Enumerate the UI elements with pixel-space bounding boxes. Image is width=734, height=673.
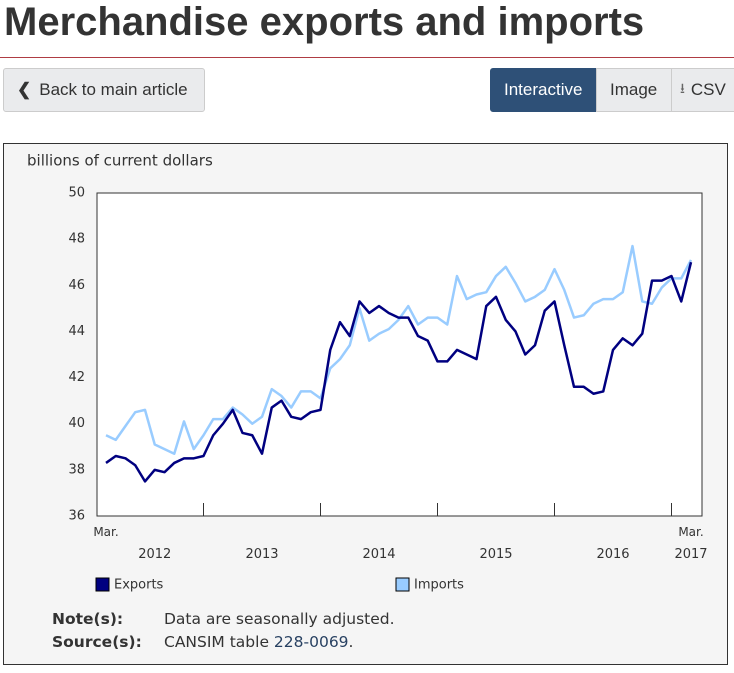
x-year-label: 2014 [362,547,395,562]
x-year-label: 2017 [674,547,707,562]
y-tick-label: 46 [68,278,85,293]
note-text: Data are seasonally adjusted. [164,610,395,628]
page-title: Merchandise exports and imports [4,0,645,44]
tab-label: Interactive [504,80,583,99]
view-tab[interactable]: Image [596,68,672,112]
legend-swatch [395,577,410,592]
y-tick-label: 36 [68,509,85,524]
y-tick-label: 38 [68,462,85,477]
tab-label: CSV [690,80,726,99]
back-label: Back to main article [39,80,188,99]
back-button[interactable]: ❮ Back to main article [3,68,205,112]
y-tick-label: 50 [68,186,85,201]
y-tick-label: 44 [68,324,85,339]
source-end: . [348,633,354,651]
note-label: Note(s): [52,610,124,628]
x-year-label: 2016 [596,547,629,562]
source-row: Source(s): CANSIM table 228-0069. [52,633,353,651]
legend-label: Exports [114,578,164,593]
source-text: CANSIM table [164,633,274,651]
x-year-label: 2013 [245,547,278,562]
y-tick-label: 40 [68,416,85,431]
y-axis-label: billions of current dollars [27,152,213,170]
source-label: Source(s): [52,633,142,651]
title-rule [0,57,734,58]
x-year-label: 2012 [138,547,171,562]
legend-label: Imports [414,578,464,593]
legend-swatch [95,577,110,592]
tab-label: Image [610,80,658,99]
y-tick-label: 48 [68,232,85,247]
y-tick-label: 42 [68,370,85,385]
view-tab[interactable]: Interactive [490,68,597,112]
series-line [105,244,693,455]
view-tab[interactable]: ⭳ CSV [671,68,734,112]
chart-panel: billions of current dollars 36 38 40 42 44 46… [3,143,728,665]
note-row: Note(s): Data are seasonally adjusted. [52,610,395,628]
plot-area [96,192,703,517]
x-year-label: 2015 [479,547,512,562]
series-line [105,261,693,483]
x-start-label: Mar. [93,525,118,539]
chart: billions of current dollars 36 38 40 42 44 46… [27,152,708,593]
x-end-label: Mar. [678,525,703,539]
source-link[interactable]: 228-0069 [273,633,349,651]
